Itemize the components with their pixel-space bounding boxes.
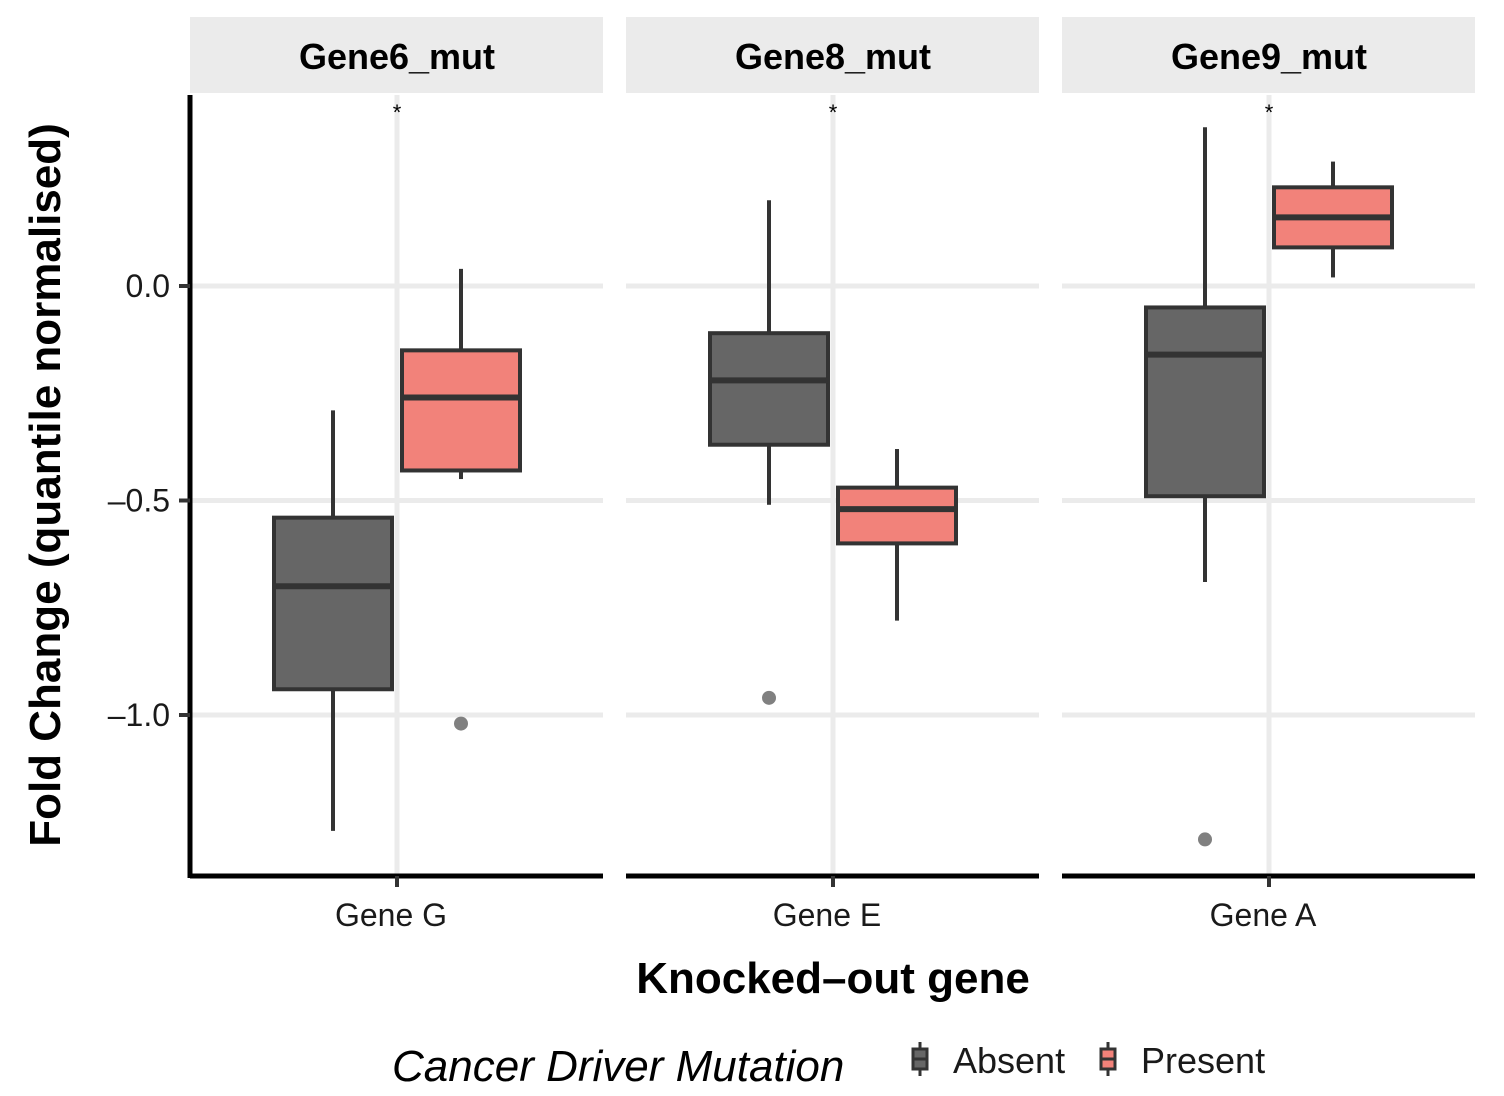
significance-marker: * — [1265, 100, 1274, 125]
box-iqr — [1144, 305, 1266, 499]
facet-strip — [190, 17, 603, 93]
facet-strip-label: Gene8_mut — [735, 36, 931, 77]
legend-title: Cancer Driver Mutation — [392, 1042, 844, 1091]
x-tick-label: Gene A — [1210, 897, 1317, 933]
legend-key-absent — [911, 1042, 929, 1076]
significance-marker: * — [393, 100, 402, 125]
legend-label-absent: Absent — [953, 1040, 1065, 1081]
y-tick-label: 0.0 — [126, 268, 170, 304]
box-iqr — [400, 348, 522, 473]
legend-label-present: Present — [1141, 1040, 1265, 1081]
facet-strip — [626, 17, 1039, 93]
box-absent — [272, 410, 394, 831]
box-present — [400, 268, 522, 731]
significance-marker: * — [829, 100, 838, 125]
facet-strip — [1062, 17, 1475, 93]
legend: Cancer Driver Mutation Absent Present — [392, 1040, 1265, 1091]
box-absent — [708, 200, 830, 705]
facet-panel: Gene6_mut * Gene G 0.0 –0.5 –1.0 — [108, 17, 603, 933]
facet-strip-label: Gene9_mut — [1171, 36, 1367, 77]
legend-key-present — [1099, 1042, 1117, 1076]
facet-panel: Gene8_mut * Gene E — [626, 17, 1039, 933]
x-tick-label: Gene G — [335, 897, 447, 933]
facet-panel: Gene9_mut * Gene A — [1062, 17, 1475, 933]
outlier-point — [1198, 832, 1212, 847]
outlier-point — [454, 716, 468, 731]
y-tick-label: –1.0 — [108, 697, 170, 733]
box-iqr — [272, 515, 394, 692]
y-axis-title: Fold Change (quantile normalised) — [21, 123, 70, 847]
box-absent — [1144, 127, 1266, 847]
facet-panels: Gene6_mut*Gene G0.0–0.5–1.0Gene8_mut*Gen… — [108, 17, 1475, 933]
x-tick-label: Gene E — [773, 897, 882, 933]
box-iqr — [836, 485, 958, 546]
outlier-point — [762, 690, 776, 705]
box-iqr — [708, 331, 830, 447]
box-present — [1272, 161, 1394, 278]
x-axis-title: Knocked–out gene — [636, 954, 1030, 1003]
box-present — [836, 449, 958, 621]
y-tick-label: –0.5 — [108, 483, 170, 519]
facet-strip-label: Gene6_mut — [299, 36, 495, 77]
